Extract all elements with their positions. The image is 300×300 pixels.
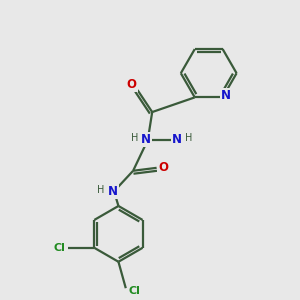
Text: N: N (172, 134, 182, 146)
Text: N: N (108, 185, 118, 198)
Text: N: N (220, 89, 231, 102)
Text: H: H (97, 185, 104, 195)
Text: O: O (127, 78, 137, 91)
Text: H: H (185, 134, 193, 143)
Text: Cl: Cl (129, 286, 140, 296)
Text: N: N (141, 134, 151, 146)
Text: Cl: Cl (53, 243, 65, 253)
Text: H: H (131, 134, 138, 143)
Text: O: O (158, 161, 168, 174)
